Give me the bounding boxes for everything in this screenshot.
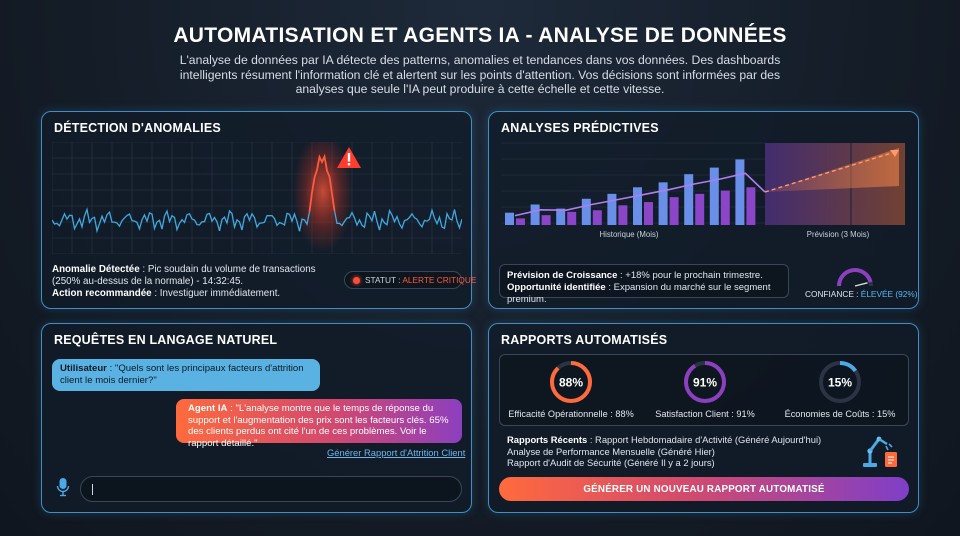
bar-series1-3 [556, 208, 566, 225]
kpi-ring: 91% [684, 361, 726, 403]
kpi-value: 91% [693, 376, 717, 390]
predictive-bars [505, 159, 756, 225]
anomaly-series-line [52, 154, 462, 234]
page-title: AUTOMATISATION ET AGENTS IA - ANALYSE DE… [173, 24, 787, 47]
anomaly-spike-line [308, 153, 336, 212]
attrition-report-link[interactable]: Générer Rapport d'Attrition Client [327, 447, 466, 458]
bar-series1-4 [581, 198, 591, 225]
confidence-gauge-icon [837, 268, 873, 287]
recent-report-item[interactable]: Analyse de Performance Mensuelle (Généré… [507, 445, 715, 457]
trend-line [514, 172, 766, 217]
bar-series2-9 [720, 190, 730, 225]
bar-series1-2 [530, 204, 540, 225]
anomaly-detected-label: Anomalie Détectée [52, 264, 140, 275]
anomaly-action-label: Action recommandée [52, 288, 152, 299]
bar-series2-4 [592, 210, 602, 225]
bar-series2-10 [746, 187, 756, 225]
user-label: Utilisateur [60, 363, 107, 374]
microphone-icon[interactable] [56, 477, 70, 497]
x-label-forecast: Prévision (3 Mois) [807, 230, 870, 239]
status-badge: STATUT : ALERTE CRITIQUE [344, 271, 476, 289]
bar-series1-9 [709, 167, 719, 225]
kpi-label: Efficacité Opérationnelle : 88% [508, 409, 634, 419]
kpi-ring: 88% [550, 361, 592, 403]
anomaly-panel: DÉTECTION D'ANOMALIES Anomalie Détectée … [41, 111, 476, 309]
chat-input[interactable] [80, 476, 462, 502]
user-message-text: : "Quels sont les principaux facteurs d'… [60, 363, 304, 386]
bar-series2-8 [695, 193, 705, 225]
forecast-arrow-icon [890, 150, 899, 157]
x-label-history: Historique (Mois) [600, 230, 659, 239]
predictive-panel: ANALYSES PRÉDICTIVES Historique (Mois) P… [488, 111, 919, 309]
generate-report-button[interactable]: GÉNÉRER UN NOUVEAU RAPPORT AUTOMATISÉ [499, 477, 909, 501]
robot-arm-icon [863, 436, 897, 467]
prediction-summary: Prévision de Croissance : +18% pour le p… [499, 264, 789, 305]
bar-series1-7 [658, 182, 668, 225]
kpi-operational-efficiency: 88% Efficacité Opérationnelle : 88% [506, 359, 636, 419]
kpi-label: Satisfaction Client : 91% [655, 409, 755, 419]
recent-report-item[interactable]: Rapport d'Audit de Sécurité (Généré Il y… [507, 457, 715, 468]
agent-message-bubble: Agent IA : "L'analyse montre que le temp… [176, 399, 462, 449]
recent-reports-list: Rapports Récents : Rapport Hebdomadaire … [507, 434, 847, 469]
anomaly-description: Anomalie Détectée : Pic soudain du volum… [52, 264, 322, 300]
confidence-value: ÉLEVÉE (92%) [860, 289, 918, 299]
opportunity-label: Opportunité identifiée [507, 282, 606, 293]
chat-panel: REQUÊTES EN LANGAGE NATUREL Utilisateur … [41, 323, 472, 513]
kpi-value: 15% [828, 376, 852, 390]
forecast-line [764, 151, 896, 193]
chat-panel-title: REQUÊTES EN LANGAGE NATUREL [54, 333, 278, 347]
predictive-panel-title: ANALYSES PRÉDICTIVES [501, 121, 659, 135]
growth-text: : +18% pour le prochain trimestre. [617, 270, 763, 281]
bar-series2-1 [516, 218, 525, 225]
bar-series2-2 [541, 215, 551, 225]
growth-label: Prévision de Croissance [507, 270, 618, 281]
anomaly-glow [293, 142, 353, 252]
reports-panel-title: RAPPORTS AUTOMATISÉS [501, 333, 668, 347]
confidence-label-text: CONFIANCE : [805, 289, 861, 299]
agent-label: Agent IA [188, 403, 228, 414]
status-label: STATUT : [365, 275, 403, 285]
bar-series1-10 [735, 159, 745, 225]
recent-reports-label: Rapports Récents [507, 434, 588, 445]
kpi-ring: 15% [819, 361, 861, 403]
bar-series2-3 [567, 211, 577, 225]
bar-series1-5 [607, 193, 617, 225]
warning-icon [337, 147, 361, 168]
kpi-label: Économies de Coûts : 15% [784, 409, 896, 419]
alert-dot-icon [353, 277, 360, 284]
bar-series1-8 [684, 174, 694, 225]
bar-series1-1 [505, 212, 514, 225]
kpi-customer-satisfaction: 91% Satisfaction Client : 91% [640, 359, 770, 419]
user-message-bubble: Utilisateur : "Quels sont les principaux… [52, 359, 320, 391]
confidence-label: CONFIANCE : ÉLEVÉE (92%) [805, 289, 918, 299]
kpi-value: 88% [559, 376, 583, 390]
anomaly-chart [52, 142, 462, 254]
text-caret [92, 484, 93, 495]
opportunity-text: : Expansion du marché sur le segment pre… [507, 282, 771, 305]
page-subtitle: L'analyse de données par IA détecte des … [179, 53, 781, 96]
recent-report-item[interactable]: : Rapport Hebdomadaire d'Activité (Génér… [587, 434, 822, 445]
bar-series1-6 [633, 187, 642, 225]
agent-message-text: : "L'analyse montre que le temps de répo… [188, 403, 449, 449]
anomaly-panel-title: DÉTECTION D'ANOMALIES [54, 121, 221, 135]
kpi-cost-savings: 15% Économies de Coûts : 15% [775, 359, 905, 419]
anomaly-grid [52, 142, 462, 254]
predictive-chart: Historique (Mois) Prévision (3 Mois) [501, 142, 905, 239]
bar-series2-7 [669, 197, 679, 225]
bar-series2-5 [618, 205, 628, 225]
bar-series2-6 [644, 202, 653, 225]
kpi-container: 88% Efficacité Opérationnelle : 88% 91% … [499, 354, 909, 426]
status-value: ALERTE CRITIQUE [402, 275, 477, 285]
anomaly-action-text: : Investiguer immédiatement. [151, 288, 281, 299]
anomaly-detected-text: : Pic soudain du volume de transactions … [52, 264, 316, 287]
reports-panel: RAPPORTS AUTOMATISÉS 88% Efficacité Opér… [488, 323, 919, 513]
